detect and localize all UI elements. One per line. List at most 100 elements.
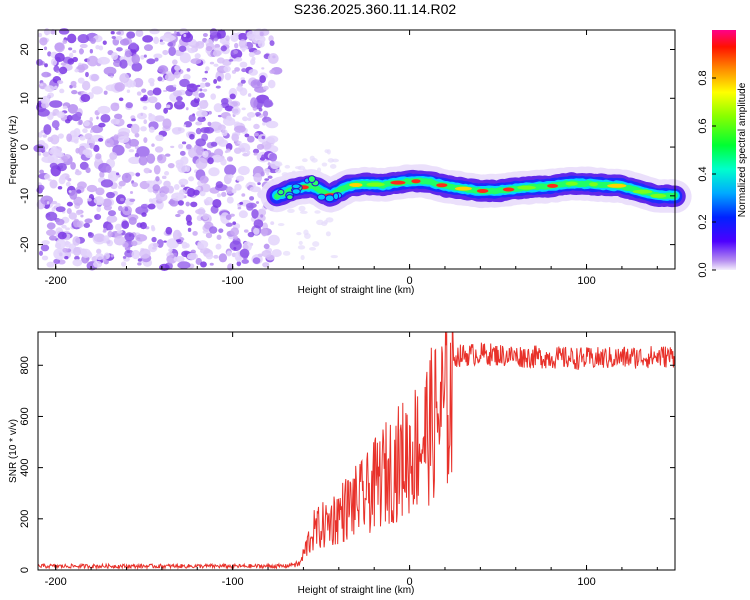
noise-blob [237, 206, 242, 210]
noise-blob [74, 68, 79, 73]
snr-x-ticks: -200 -100 0 100 [45, 332, 658, 588]
noise-blob [78, 48, 84, 55]
noise-blob [215, 243, 222, 250]
noise-blob [129, 42, 138, 50]
noise-blob [174, 70, 181, 79]
noise-blob [237, 141, 242, 145]
noise-blob [152, 242, 159, 248]
noise-blob [236, 256, 241, 261]
noise-blob [99, 171, 105, 178]
noise-blob [180, 184, 186, 188]
noise-blob [155, 134, 164, 142]
noise-blob [39, 169, 44, 174]
noise-blob-faint [304, 233, 311, 239]
noise-blob [241, 47, 246, 52]
noise-blob [239, 201, 244, 205]
noise-blob [35, 59, 43, 66]
noise-blob [122, 255, 127, 259]
colorbar-tick-label: 0.2 [697, 214, 709, 229]
noise-blob [174, 64, 181, 72]
noise-blob [149, 81, 155, 87]
noise-blob [216, 57, 225, 64]
noise-blob [194, 53, 201, 59]
noise-blob [264, 178, 270, 181]
noise-blob-faint [309, 247, 316, 251]
noise-blob [205, 232, 213, 239]
noise-blob [183, 33, 187, 38]
snr-plot-area [38, 332, 675, 570]
noise-blob [267, 79, 276, 89]
noise-blob [64, 119, 71, 124]
noise-blob [100, 179, 114, 188]
ridge-hotspot [390, 180, 406, 185]
noise-blob [196, 84, 201, 88]
noise-blob [121, 172, 132, 183]
noise-blob [131, 182, 139, 188]
noise-blob [156, 154, 167, 164]
spectrogram-y-axis-label: Frequency (Hz) [8, 116, 19, 185]
noise-blob-faint [298, 205, 306, 212]
noise-blob [209, 226, 218, 234]
noise-blob [233, 125, 246, 133]
noise-blob [73, 127, 81, 137]
noise-blob [214, 43, 221, 49]
noise-blob [167, 42, 174, 47]
noise-blob [44, 63, 48, 68]
noise-blob [58, 176, 66, 185]
noise-blob [65, 181, 71, 187]
noise-blob [175, 213, 181, 218]
noise-blob [253, 132, 259, 137]
noise-blob [153, 165, 161, 175]
noise-blob [147, 96, 158, 104]
noise-blob [138, 155, 148, 166]
noise-blob [126, 31, 136, 39]
noise-blob [51, 120, 60, 129]
noise-blob [213, 103, 223, 113]
noise-blob [186, 83, 198, 93]
noise-blob [150, 224, 155, 230]
noise-blob [50, 58, 57, 66]
noise-blob [186, 68, 191, 72]
noise-blob-faint [321, 162, 328, 167]
ridge-hotspot [436, 183, 448, 188]
noise-blob [179, 189, 187, 195]
noise-blob [66, 201, 73, 207]
noise-blob [198, 100, 209, 109]
noise-blob [193, 189, 200, 196]
noise-blob [58, 28, 70, 35]
noise-blob [83, 120, 90, 127]
noise-blob [168, 200, 176, 205]
noise-blob [236, 261, 242, 267]
noise-blob [253, 227, 260, 235]
noise-blob [43, 173, 51, 180]
noise-blob [178, 178, 189, 186]
noise-blob [213, 254, 219, 259]
noise-blob [237, 203, 242, 208]
noise-blob [262, 110, 269, 117]
noise-blob [200, 127, 211, 134]
noise-blob [37, 32, 43, 38]
noise-blob [95, 153, 102, 160]
noise-blob [227, 174, 234, 179]
noise-blob [139, 221, 147, 230]
noise-blob [172, 90, 183, 97]
noise-blob [114, 82, 125, 92]
noise-blob [178, 45, 187, 52]
noise-blob [113, 235, 126, 246]
noise-blob [80, 93, 91, 103]
noise-blob [107, 210, 117, 217]
noise-blob [178, 143, 184, 149]
noise-blob [90, 37, 96, 44]
noise-blob [212, 198, 222, 208]
noise-blob [172, 252, 178, 257]
noise-blob [162, 49, 169, 56]
spectrogram-y-tick-label: 0 [19, 144, 31, 150]
noise-blob [163, 240, 167, 243]
noise-blob [204, 70, 208, 74]
noise-blob-faint [294, 166, 302, 170]
snr-y-tick-label: 800 [19, 356, 31, 374]
noise-blob [205, 252, 214, 260]
noise-blob [54, 85, 58, 90]
noise-blob [142, 94, 148, 100]
